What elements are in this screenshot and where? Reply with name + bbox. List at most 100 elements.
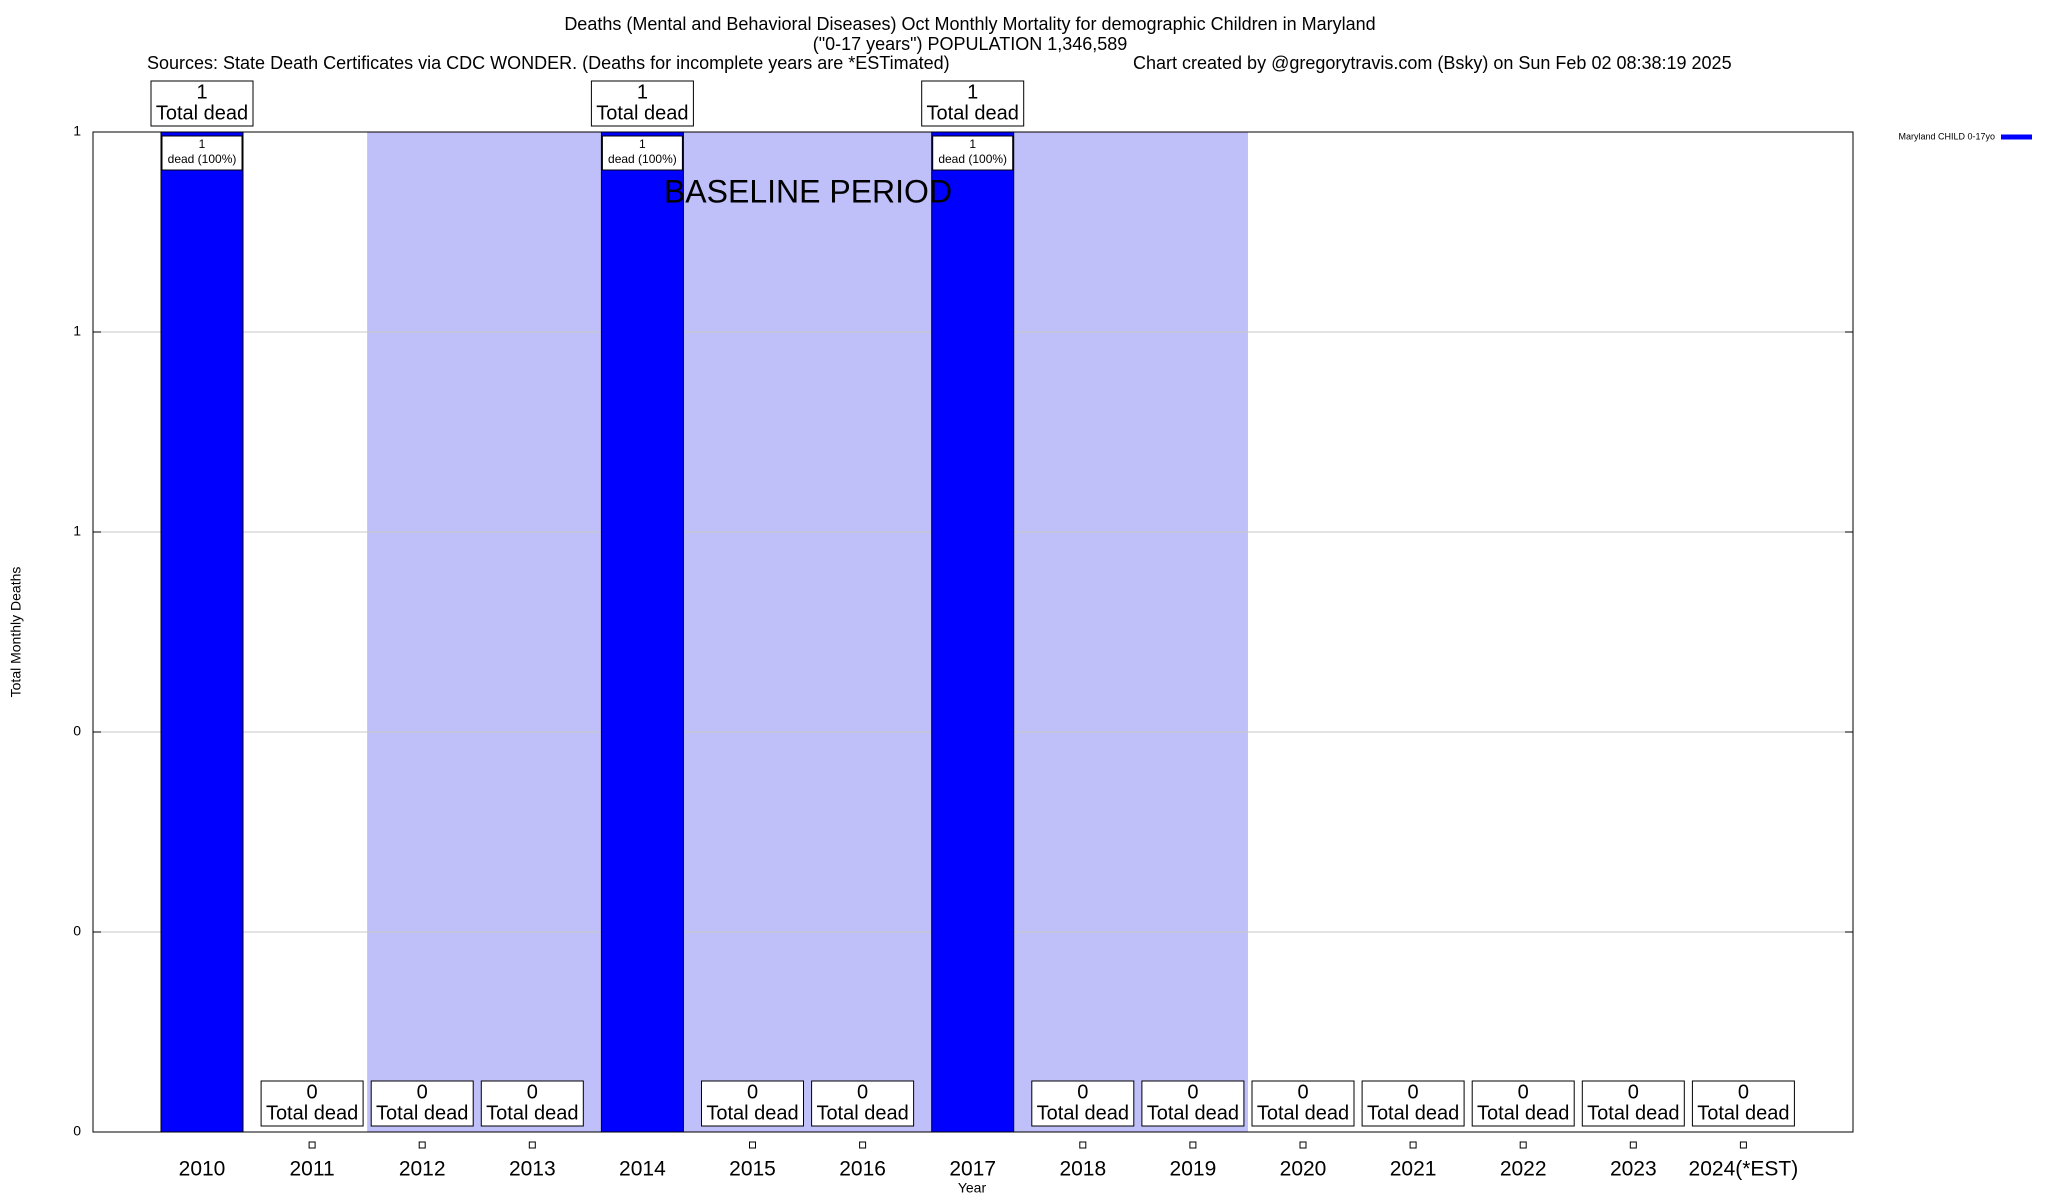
total-label: Total dead	[1037, 1102, 1129, 1124]
label-box	[701, 1080, 804, 1127]
x-tick-label: 2014	[619, 1158, 666, 1181]
label-box	[811, 1080, 915, 1127]
label-box	[1581, 1080, 1685, 1127]
total-label: Total dead	[1147, 1102, 1239, 1124]
label-box	[1691, 1080, 1795, 1127]
label-box	[150, 80, 254, 127]
y-tick-label: 1	[73, 123, 81, 139]
share-label: dead (100%)	[608, 152, 677, 166]
x-tick-label: 2021	[1390, 1158, 1437, 1181]
y-tick-label: 0	[73, 923, 81, 939]
x-tick-label: 2010	[179, 1158, 226, 1181]
share-box	[161, 135, 243, 171]
x-tick-label: 2016	[839, 1158, 886, 1181]
total-label: Total dead	[266, 1102, 358, 1124]
chart-title: ("0-17 years") POPULATION 1,346,589	[813, 34, 1128, 54]
x-tick-label: 2015	[729, 1158, 776, 1181]
share-value: 1	[639, 137, 646, 151]
value-label: 0	[1077, 1081, 1088, 1103]
x-tick-label: 2020	[1280, 1158, 1327, 1181]
baseline-period	[367, 132, 1248, 1132]
value-label: 1	[637, 81, 648, 103]
value-label: 0	[1628, 1081, 1639, 1103]
value-label: 0	[747, 1081, 758, 1103]
chart-title: Deaths (Mental and Behavioral Diseases) …	[564, 14, 1375, 34]
x-tick-label: 2023	[1610, 1158, 1657, 1181]
y-tick-label: 1	[73, 323, 81, 339]
value-label: 0	[1408, 1081, 1419, 1103]
x-tick-label: 2024(*EST)	[1689, 1158, 1799, 1181]
x-tick-label: 2012	[399, 1158, 446, 1181]
bar	[600, 131, 684, 1133]
total-label: Total dead	[376, 1102, 468, 1124]
x-tick-label: 2018	[1059, 1158, 1106, 1181]
total-label: Total dead	[486, 1102, 578, 1124]
value-label: 1	[196, 81, 207, 103]
total-label: Total dead	[1477, 1102, 1569, 1124]
zero-marker	[308, 1141, 316, 1149]
label-box	[1361, 1080, 1465, 1127]
share-label: dead (100%)	[168, 152, 237, 166]
chart-subtitle: Sources: State Death Certificates via CD…	[147, 53, 950, 73]
total-label: Total dead	[1257, 1102, 1349, 1124]
zero-marker	[859, 1141, 867, 1149]
value-label: 1	[967, 81, 978, 103]
plot-background	[93, 131, 1853, 1133]
y-tick-label: 0	[73, 1123, 81, 1139]
zero-marker	[1299, 1141, 1307, 1149]
label-box	[1471, 1080, 1575, 1127]
zero-marker	[1189, 1141, 1197, 1149]
zero-marker	[418, 1141, 426, 1149]
zero-marker	[1629, 1141, 1637, 1149]
label-box	[370, 1080, 474, 1127]
value-label: 0	[1187, 1081, 1198, 1103]
value-label: 0	[527, 1081, 538, 1103]
value-label: 0	[857, 1081, 868, 1103]
x-tick-label: 2011	[290, 1158, 335, 1181]
zero-marker	[528, 1141, 536, 1149]
label-box	[921, 80, 1025, 127]
zero-marker	[1079, 1141, 1087, 1149]
label-box	[1251, 1080, 1355, 1127]
label-box	[260, 1080, 364, 1127]
bar	[160, 131, 244, 1133]
zero-marker	[749, 1141, 756, 1149]
total-label: Total dead	[596, 102, 688, 124]
zero-marker	[1409, 1141, 1417, 1149]
label-box	[1031, 1080, 1135, 1127]
bar	[931, 131, 1015, 1133]
total-label: Total dead	[816, 1102, 908, 1124]
total-label: Total dead	[706, 1102, 798, 1124]
y-tick-label: 0	[73, 723, 81, 739]
label-box	[1141, 1080, 1245, 1127]
legend-label: Maryland CHILD 0-17yo	[1898, 131, 1995, 141]
y-tick-label: 1	[73, 523, 81, 539]
x-tick-label: 2017	[949, 1158, 996, 1181]
chart-credit: Chart created by @gregorytravis.com (Bsk…	[1133, 53, 1732, 73]
x-tick-label: 2013	[509, 1158, 556, 1181]
total-label: Total dead	[156, 102, 248, 124]
total-label: Total dead	[1697, 1102, 1789, 1124]
plot-frame	[92, 131, 1854, 1133]
total-label: Total dead	[1587, 1102, 1679, 1124]
x-axis-label: Year	[958, 1180, 987, 1196]
label-box	[480, 1080, 584, 1127]
total-label: Total dead	[1367, 1102, 1459, 1124]
baseline-label: BASELINE PERIOD	[664, 173, 952, 209]
x-tick-label: 2019	[1170, 1158, 1217, 1181]
value-label: 0	[417, 1081, 428, 1103]
label-box	[590, 80, 694, 127]
share-box	[601, 135, 683, 171]
value-label: 0	[1738, 1081, 1749, 1103]
total-label: Total dead	[927, 102, 1019, 124]
share-box	[932, 135, 1014, 171]
zero-marker	[1739, 1141, 1747, 1149]
zero-marker	[1519, 1141, 1527, 1149]
value-label: 0	[1518, 1081, 1529, 1103]
value-label: 0	[1297, 1081, 1308, 1103]
share-value: 1	[969, 137, 976, 151]
y-axis-label: Total Monthly Deaths	[8, 567, 24, 698]
x-tick-label: 2022	[1500, 1158, 1547, 1181]
